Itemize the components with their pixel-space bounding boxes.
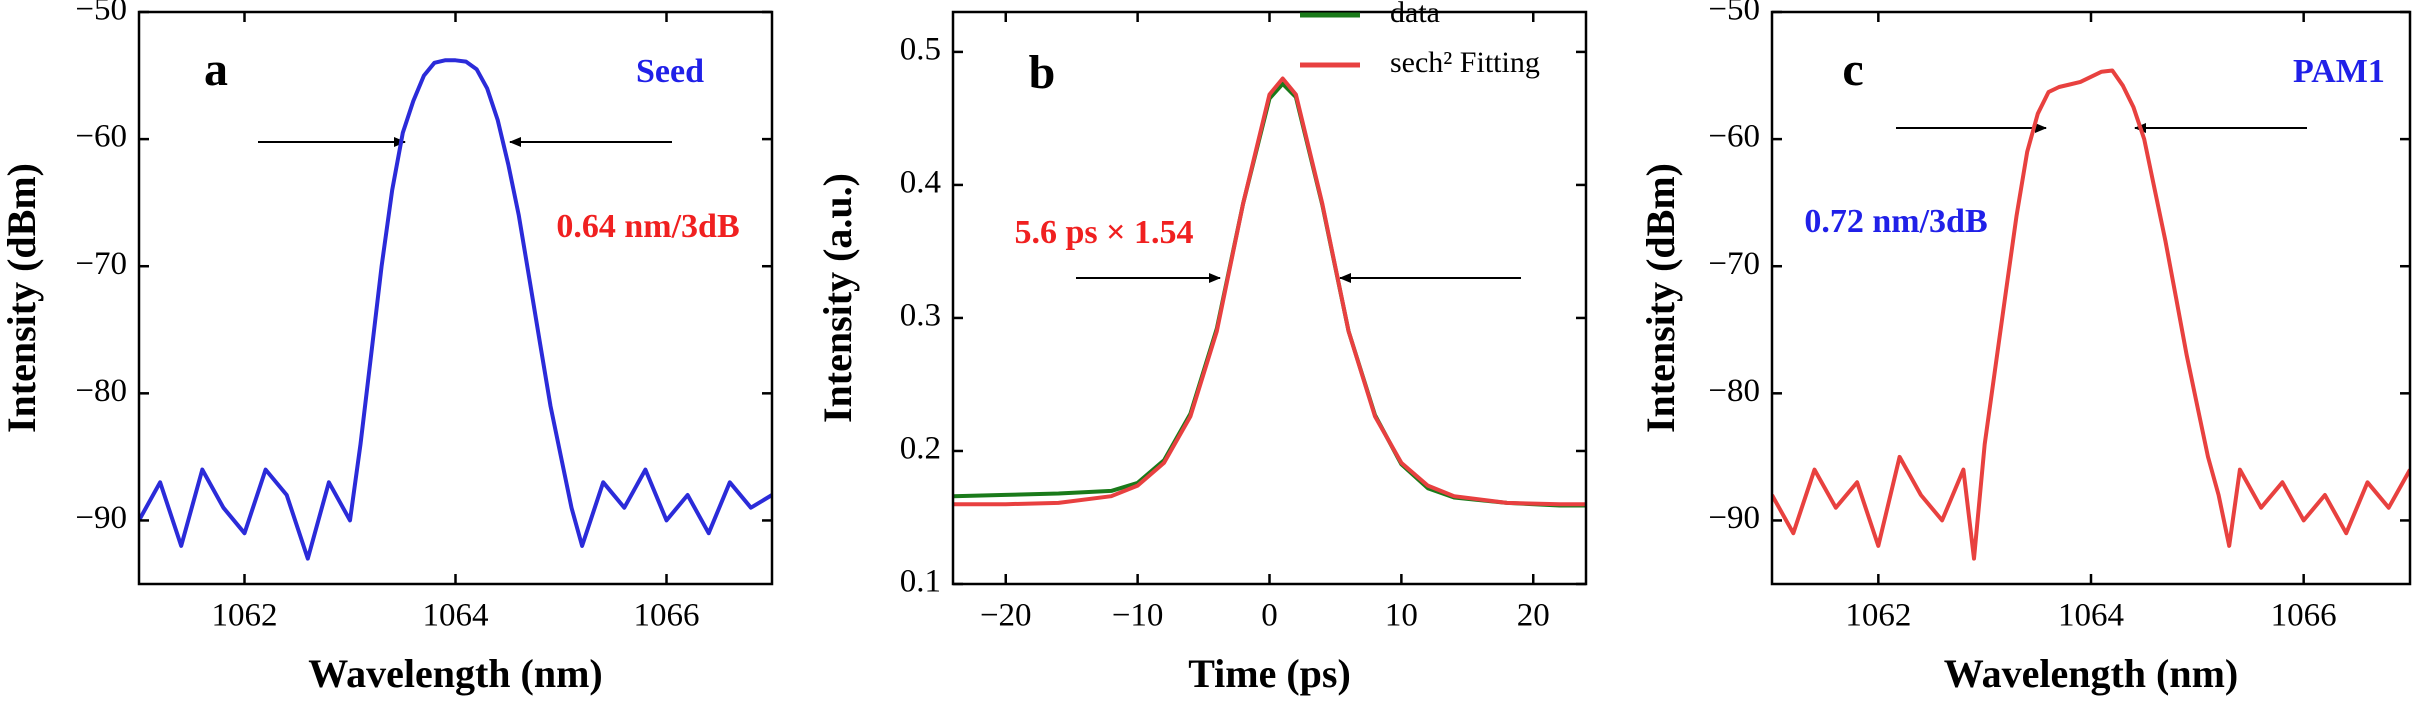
- y-tick-label: 0.5: [900, 31, 941, 67]
- y-tick-label: −80: [75, 373, 127, 409]
- plot-frame: [137, 10, 774, 586]
- annotation: Seed: [636, 53, 704, 90]
- x-tick-label: 20: [1517, 598, 1550, 634]
- x-tick-label: 1064: [423, 598, 489, 634]
- x-tick-label: 10: [1385, 598, 1418, 634]
- y-axis-title: Intensity (dBm): [0, 163, 44, 433]
- annotation: 0.72 nm/3dB: [1804, 203, 1987, 240]
- annotation: PAM1: [2293, 53, 2385, 90]
- data-line: [139, 58, 772, 561]
- y-tick-label: −70: [75, 246, 127, 282]
- panel-label: b: [1029, 46, 1056, 99]
- y-tick-label: 0.2: [900, 431, 941, 467]
- y-tick-label: −60: [1708, 119, 1760, 155]
- data-line: [953, 76, 1586, 507]
- y-tick-label: −50: [75, 0, 127, 28]
- y-tick-label: 0.3: [900, 298, 941, 334]
- arrows: [258, 123, 2307, 283]
- x-tick-label: 1066: [634, 598, 700, 634]
- legend-label: sech² Fitting: [1390, 46, 1540, 79]
- y-tick-label: 0.1: [900, 564, 941, 600]
- y-tick-label: −50: [1708, 0, 1760, 28]
- x-tick-label: 0: [1261, 598, 1278, 634]
- y-tick-label: 0.4: [900, 165, 941, 201]
- y-tick-label: −90: [1708, 500, 1760, 536]
- data-line: [1772, 68, 2410, 561]
- data-line: [953, 81, 1586, 508]
- x-tick-label: −10: [1112, 598, 1164, 634]
- x-tick-label: 1062: [212, 598, 278, 634]
- y-tick-label: −70: [1708, 246, 1760, 282]
- x-tick-label: 1062: [1845, 598, 1911, 634]
- y-axis-title: Intensity (a.u.): [815, 173, 860, 423]
- y-tick-label: −90: [75, 500, 127, 536]
- panel-label: a: [204, 43, 228, 96]
- x-axis-title: Wavelength (nm): [1944, 651, 2238, 696]
- annotation: 5.6 ps × 1.54: [1014, 214, 1193, 251]
- plot-frame: [1770, 10, 2412, 586]
- annotation: 0.64 nm/3dB: [556, 208, 739, 245]
- x-axis-title: Wavelength (nm): [308, 651, 602, 696]
- x-tick-label: −20: [980, 598, 1032, 634]
- x-axis-title: Time (ps): [1188, 651, 1351, 696]
- y-tick-label: −80: [1708, 373, 1760, 409]
- legend-label: data: [1390, 0, 1440, 29]
- x-tick-label: 1066: [2271, 598, 2337, 634]
- y-tick-label: −60: [75, 119, 127, 155]
- panel-label: c: [1842, 43, 1863, 96]
- x-tick-label: 1064: [2058, 598, 2124, 634]
- y-axis-title: Intensity (dBm): [1638, 163, 1683, 433]
